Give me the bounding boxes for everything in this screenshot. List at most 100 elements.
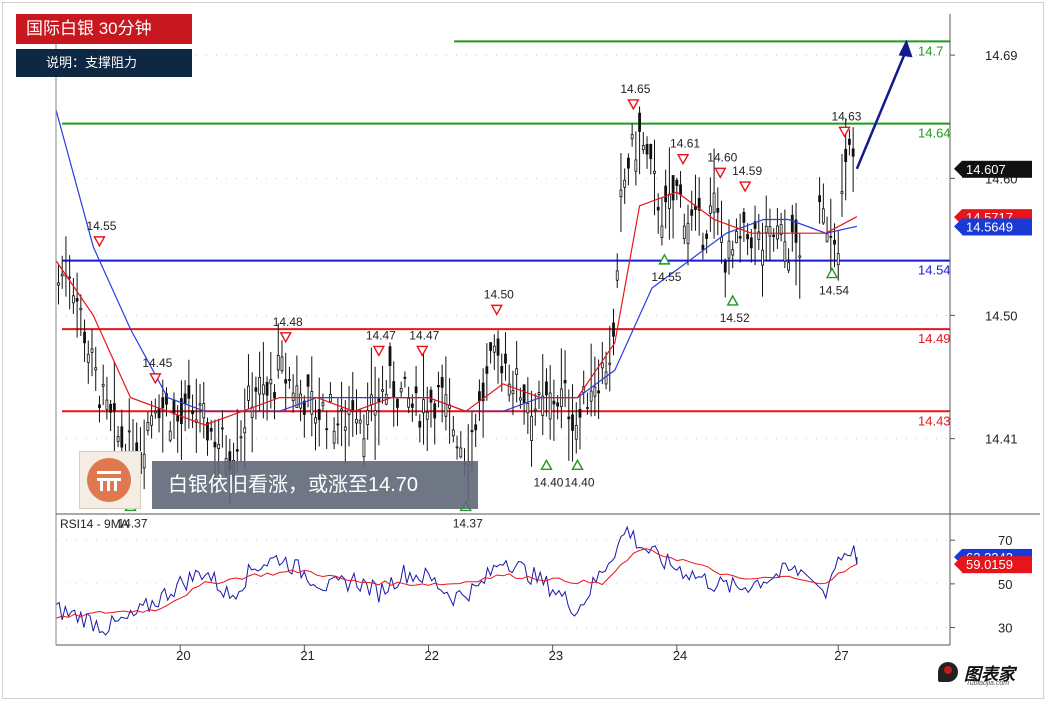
- candle-body: [851, 148, 855, 157]
- candle-body: [396, 398, 399, 408]
- candle-body: [284, 379, 288, 384]
- candle-body: [679, 184, 682, 196]
- peak-label: 14.60: [707, 150, 737, 164]
- candle-body: [526, 403, 530, 414]
- trough-label: 14.37: [118, 516, 148, 530]
- candle-body: [757, 231, 761, 240]
- trough-label: 14.52: [720, 311, 750, 325]
- candle-body: [571, 414, 574, 431]
- candle-body: [615, 270, 619, 281]
- peak-marker: [676, 153, 690, 166]
- candle-body: [254, 387, 258, 392]
- candle-body: [641, 145, 645, 151]
- candle-body: [776, 225, 779, 240]
- candle-body: [552, 400, 556, 405]
- rsi-y-tick-label: 30: [998, 621, 1012, 636]
- candle-body: [735, 231, 738, 244]
- candle-body: [705, 233, 709, 239]
- candle-body: [667, 193, 671, 209]
- candle-body: [511, 390, 515, 394]
- candle-body: [198, 403, 202, 406]
- candle-body: [627, 157, 630, 169]
- candle-body: [787, 262, 790, 271]
- logo-leg-left: [100, 481, 103, 491]
- candle-body: [273, 392, 276, 399]
- candle-body: [645, 144, 649, 155]
- axes: 14.69 14.60 14.50 14.41 20 21 22 23 24 27 14.607 14…: [55, 14, 1040, 663]
- peak-marker: [838, 126, 851, 138]
- candle-body: [217, 443, 221, 449]
- watermark-name: 图表家: [964, 665, 1015, 684]
- candle-body: [686, 222, 690, 245]
- candle-body: [836, 253, 840, 266]
- peak-label: 14.65: [620, 82, 650, 96]
- level-label: 14.64: [918, 126, 951, 141]
- level-label: 14.43: [918, 413, 951, 428]
- candle-body: [600, 362, 604, 369]
- candle-body: [489, 342, 492, 351]
- candle-body: [690, 209, 694, 216]
- candle-body: [343, 426, 347, 431]
- trough-label: 14.40: [565, 475, 595, 489]
- candle-body: [723, 261, 727, 273]
- peak-marker: [714, 167, 727, 179]
- rsi-plot: RSI14 - 9MA: [55, 517, 950, 636]
- projection-arrow-shaft: [855, 48, 908, 170]
- peak-marker: [738, 181, 752, 193]
- candle-body: [295, 385, 299, 408]
- candle-body: [75, 298, 79, 302]
- candle-body: [682, 225, 686, 240]
- candle-body: [168, 430, 172, 441]
- candle-body: [86, 353, 90, 363]
- candle-body: [302, 400, 306, 415]
- candle-body: [280, 356, 284, 372]
- candle-body: [630, 134, 634, 140]
- peak-label: 14.59: [732, 164, 762, 178]
- candle-body: [738, 236, 742, 239]
- candle-body: [638, 112, 641, 132]
- candle-body: [455, 446, 459, 449]
- candle-body: [381, 389, 384, 392]
- candle-body: [537, 392, 541, 396]
- candle-body: [708, 205, 712, 214]
- rsi-label: 59.0159: [966, 557, 1013, 572]
- candle-body: [355, 418, 358, 424]
- peak-marker: [490, 304, 503, 316]
- candle-body: [146, 422, 150, 431]
- rsi-ma-line: [55, 548, 858, 619]
- candle-body: [261, 384, 265, 395]
- candle-body: [176, 415, 180, 422]
- candle-body: [671, 175, 675, 201]
- candle-body: [112, 403, 116, 412]
- candle-body: [269, 378, 273, 385]
- price-label-bg: [962, 218, 1032, 236]
- candle-body: [712, 192, 716, 213]
- candle-body: [608, 362, 612, 365]
- candle-body: [794, 219, 798, 243]
- candle-body: [798, 255, 802, 258]
- candle-body: [623, 179, 627, 188]
- candle-body: [276, 355, 280, 371]
- candle-body: [731, 249, 735, 256]
- peak-marker: [416, 345, 429, 357]
- candle-body: [567, 416, 571, 420]
- x-tick-label: 20: [176, 648, 190, 663]
- candle-body: [437, 384, 440, 388]
- candle-body: [518, 397, 522, 401]
- candle-body: [71, 295, 75, 304]
- candle-body: [604, 371, 608, 385]
- candle-body: [768, 226, 772, 237]
- candle-body: [161, 397, 165, 409]
- candle-body: [314, 417, 317, 424]
- watermark-site: Tubiaojia.com: [966, 680, 1010, 687]
- x-tick-label: 21: [300, 648, 314, 663]
- candle-body: [60, 273, 64, 277]
- candle-body: [410, 403, 414, 408]
- candle-body: [235, 449, 239, 452]
- candle-body: [340, 408, 343, 411]
- candle-body: [325, 428, 329, 431]
- candle-body: [206, 422, 209, 441]
- candle-body: [556, 402, 560, 407]
- candle-body: [563, 380, 567, 384]
- candle-body: [369, 394, 373, 406]
